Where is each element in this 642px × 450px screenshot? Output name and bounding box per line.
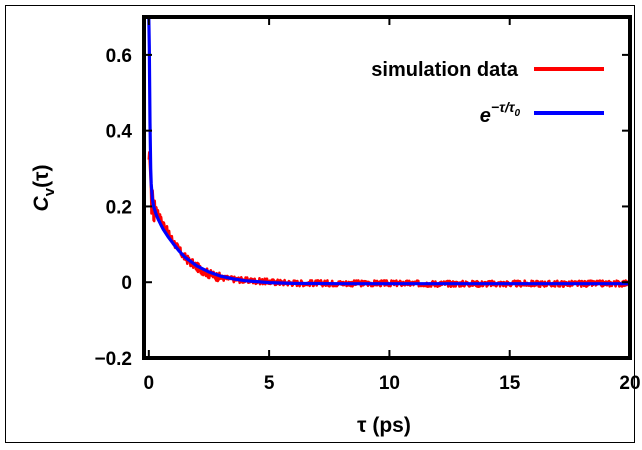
- figure-frame: [5, 5, 635, 443]
- x-axis-label: τ (ps): [357, 414, 411, 437]
- legend-exp-sup: −τ/τ: [491, 99, 516, 115]
- x-tick-label: 10: [379, 373, 400, 394]
- legend-label-simulation-data: simulation data: [371, 59, 519, 81]
- plot-area: [142, 15, 632, 360]
- y-tick-label: 0: [121, 273, 132, 294]
- x-tick-label: 15: [499, 373, 521, 394]
- y-axis-label-rest: (τ): [30, 165, 53, 188]
- tick-layer: 0 5 10 15 20 −0.2 0 0.2 0.4 0.6: [94, 17, 641, 394]
- legend: simulation data e−τ/τ0: [371, 59, 604, 127]
- legend-exp-base: e: [480, 105, 491, 127]
- y-tick-label: 0.2: [106, 197, 132, 218]
- x-tick-label: 20: [619, 373, 640, 394]
- y-axis-label: Cv(τ): [30, 165, 58, 212]
- y-tick-label: 0.4: [106, 122, 133, 143]
- series-layer: [147, 16, 632, 289]
- y-tick-label: 0.6: [106, 46, 132, 67]
- legend-label-exponential-fit: e−τ/τ0: [480, 99, 521, 127]
- y-tick-label: −0.2: [94, 349, 132, 370]
- series-simulation-data-line: [147, 151, 632, 289]
- x-tick-label: 0: [144, 373, 155, 394]
- y-axis-label-main: C: [30, 195, 53, 211]
- x-tick-label: 5: [264, 373, 275, 394]
- legend-exp-sub: 0: [514, 108, 520, 119]
- y-axis-label-sub: v: [41, 187, 58, 196]
- series-exponential-fit-line: [147, 16, 630, 286]
